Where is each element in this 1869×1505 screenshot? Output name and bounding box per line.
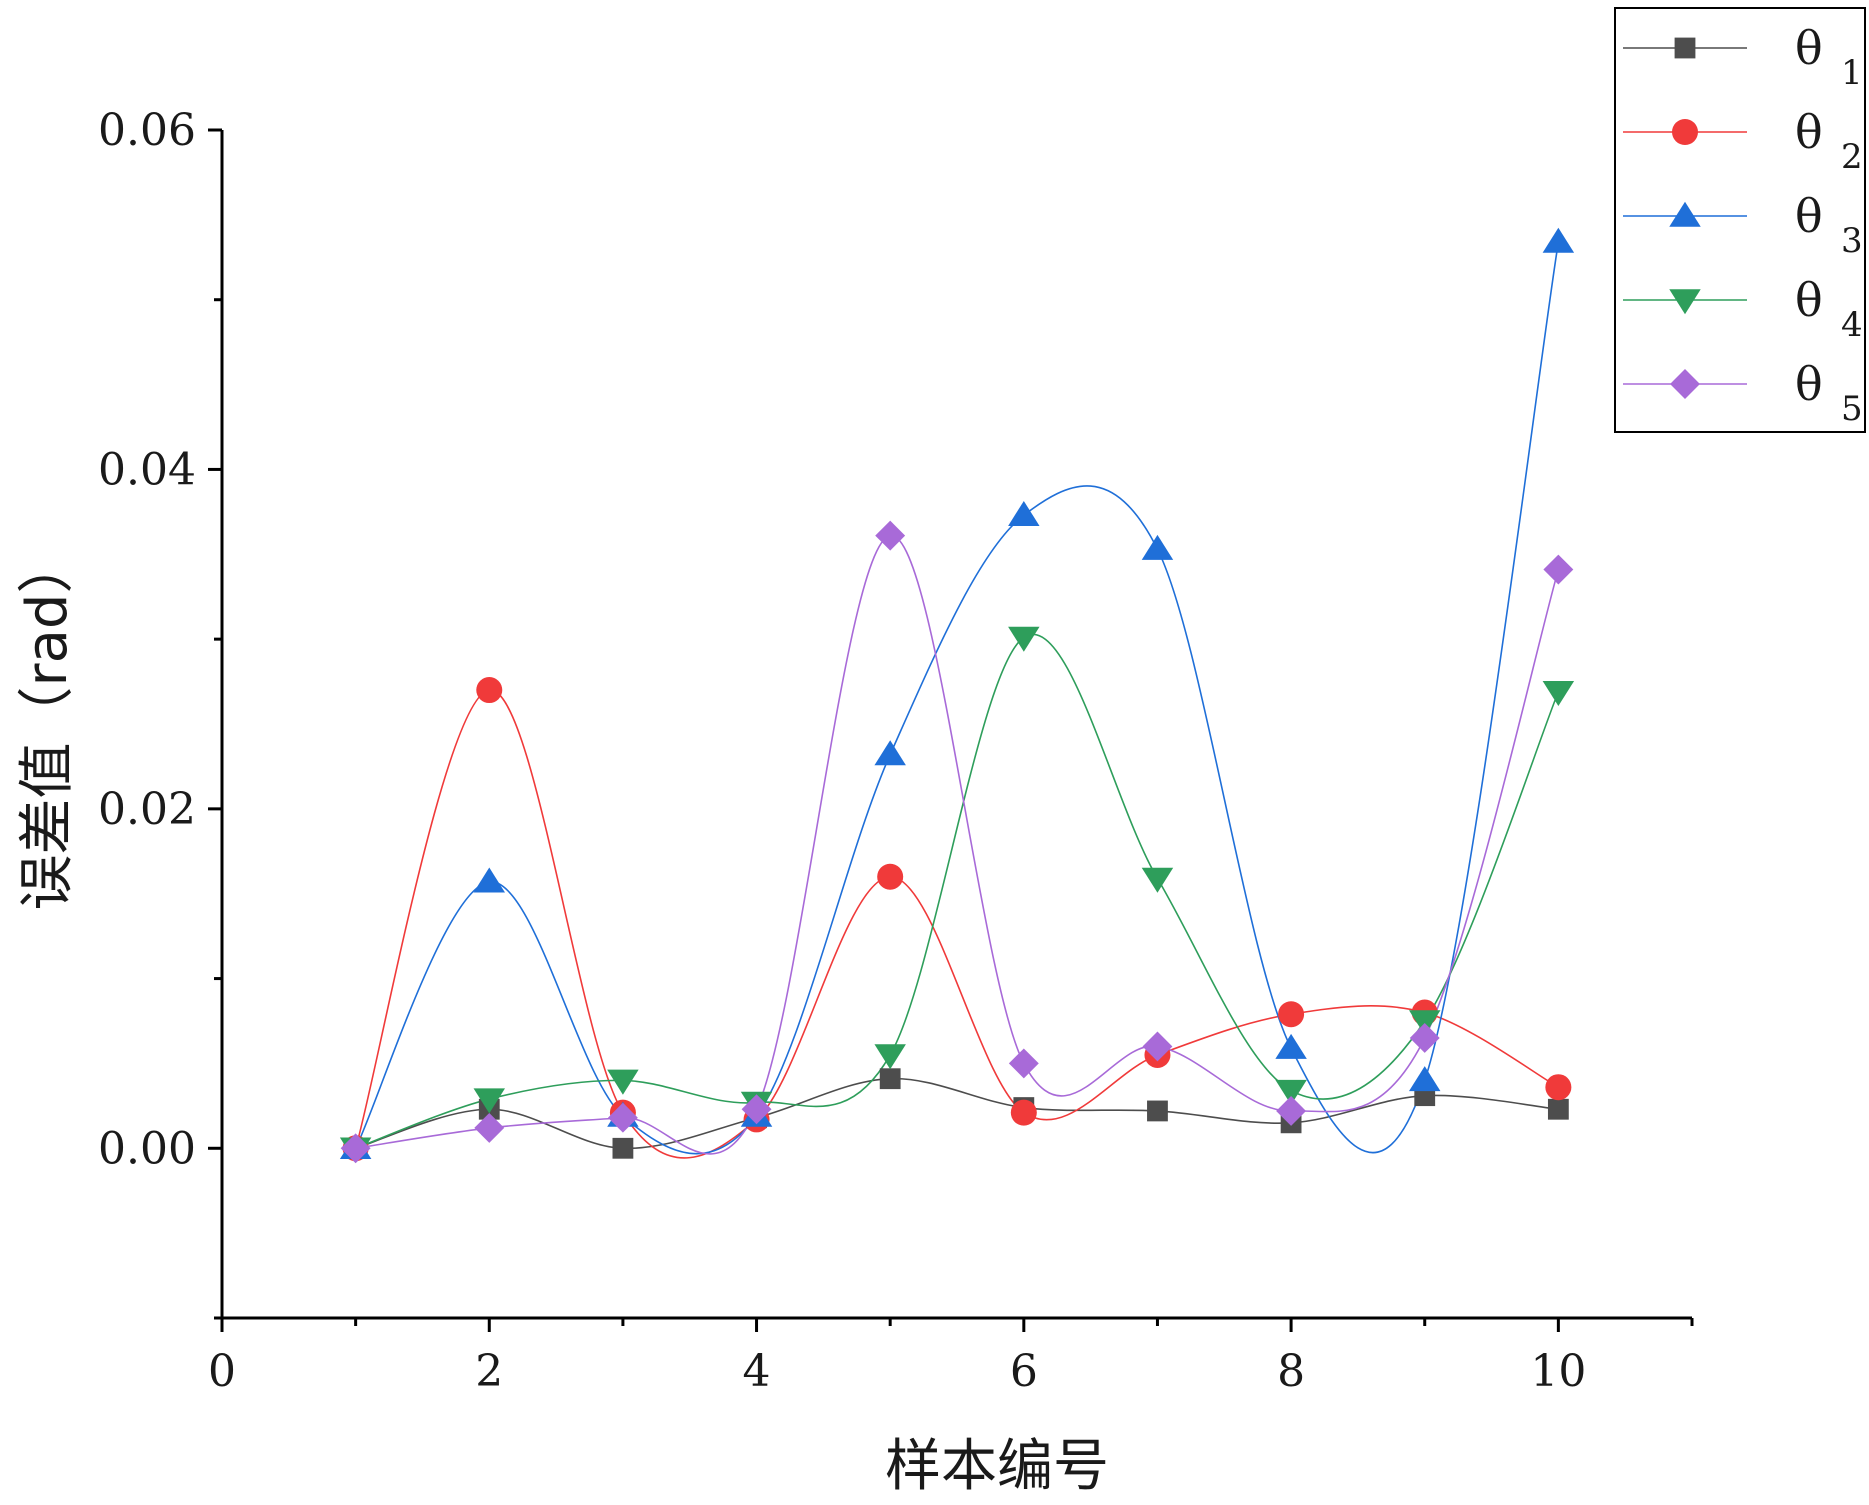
legend-subscript-1: 1 — [1841, 53, 1863, 93]
legend-box — [1614, 7, 1866, 433]
data-point-s4-10 — [1542, 681, 1575, 707]
data-point-s5-10 — [1543, 554, 1574, 585]
legend: θ 1θ 2θ 3θ 4θ 5 — [1614, 7, 1866, 433]
data-point-s4-8 — [1275, 1079, 1307, 1105]
data-point-s4-3 — [607, 1069, 639, 1095]
data-point-s4-2 — [473, 1088, 506, 1114]
x-tick-label: 10 — [1530, 1346, 1586, 1397]
data-point-s3-8 — [1275, 1033, 1307, 1059]
y-tick-label: 0.00 — [98, 1123, 196, 1174]
legend-marker-4 — [1669, 289, 1701, 315]
legend-subscript-2: 2 — [1841, 137, 1863, 177]
data-point-s4-6 — [1008, 626, 1040, 652]
series-line-5 — [355, 534, 1560, 1155]
data-point-s2-10 — [1545, 1074, 1572, 1101]
data-point-s1-7 — [1147, 1100, 1168, 1122]
data-point-s5-2 — [474, 1112, 505, 1143]
legend-subscript-5: 5 — [1841, 389, 1863, 429]
legend-label-4: θ — [1795, 273, 1823, 327]
data-point-s3-9 — [1408, 1066, 1441, 1092]
data-point-s5-9 — [1409, 1023, 1440, 1053]
data-point-s3-6 — [1008, 500, 1040, 526]
data-point-s2-8 — [1278, 1001, 1305, 1028]
legend-marker-5 — [1670, 369, 1700, 399]
legend-marker-3 — [1669, 201, 1701, 227]
data-point-s4-9 — [1408, 1010, 1441, 1036]
data-point-s3-10 — [1542, 227, 1575, 253]
legend-label-2: θ — [1795, 105, 1823, 159]
data-point-s2-6 — [1010, 1099, 1037, 1126]
y-tick-label: 0.06 — [98, 105, 196, 156]
data-point-s3-5 — [874, 740, 906, 766]
series-markers — [339, 227, 1575, 1164]
data-point-s4-7 — [1141, 867, 1174, 893]
data-point-s5-8 — [1276, 1095, 1307, 1126]
x-tick-label: 6 — [1010, 1346, 1038, 1397]
x-tick-label: 0 — [208, 1346, 236, 1397]
y-tick-label: 0.02 — [98, 784, 196, 835]
legend-subscript-3: 3 — [1841, 221, 1863, 261]
axes: 0 2 4 6 8 10 0.00 0.02 0.04 0.06 样本编号 误差值（rad） — [15, 105, 1694, 1499]
series-line-4 — [355, 633, 1560, 1150]
data-point-s5-6 — [1008, 1048, 1039, 1079]
data-point-s2-5 — [877, 863, 904, 890]
data-point-s2-2 — [476, 677, 503, 704]
series-line-1 — [355, 1077, 1559, 1150]
legend-subscript-4: 4 — [1841, 305, 1863, 345]
series-line-2 — [354, 689, 1559, 1159]
legend-label-3: θ — [1795, 189, 1823, 243]
legend-label-1: θ — [1795, 21, 1823, 75]
data-point-s3-7 — [1141, 534, 1174, 560]
data-point-s4-5 — [874, 1044, 906, 1070]
data-point-s3-2 — [473, 867, 506, 893]
data-point-s5-3 — [607, 1102, 638, 1133]
x-axis-title: 样本编号 — [885, 1434, 1109, 1499]
data-point-s1-10 — [1547, 1098, 1569, 1120]
y-tick-label: 0.04 — [98, 444, 196, 495]
data-point-s5-4 — [741, 1094, 772, 1125]
data-point-s5-1 — [340, 1133, 371, 1164]
data-point-s5-7 — [1142, 1031, 1173, 1062]
x-tick-label: 8 — [1277, 1346, 1305, 1397]
series-lines — [354, 241, 1560, 1159]
legend-marker-2 — [1672, 119, 1698, 145]
y-axis-title: 误差值（rad） — [15, 538, 80, 911]
data-point-s1-5 — [879, 1068, 901, 1090]
legend-marker-1 — [1674, 37, 1696, 59]
data-point-s1-3 — [612, 1137, 634, 1159]
series-line-3 — [354, 241, 1560, 1155]
data-point-s5-5 — [875, 520, 906, 551]
x-tick-label: 2 — [475, 1346, 503, 1397]
legend-label-5: θ — [1795, 357, 1823, 411]
x-tick-label: 4 — [743, 1346, 771, 1397]
